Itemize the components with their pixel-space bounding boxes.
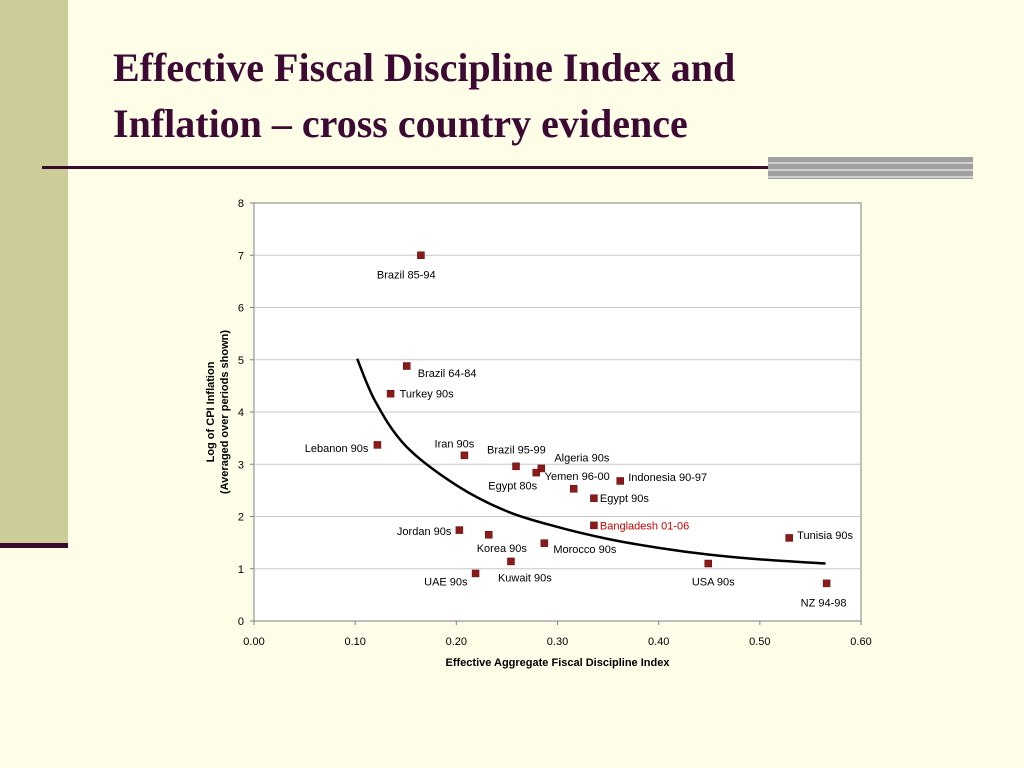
y-tick-label: 0: [238, 616, 244, 628]
y-tick-label: 5: [238, 355, 244, 367]
data-point-label: Korea 90s: [477, 543, 528, 555]
data-point-marker: [704, 559, 712, 568]
data-point-label: Egypt 90s: [600, 493, 649, 505]
data-point-label: Kuwait 90s: [498, 572, 552, 584]
y-tick-label: 3: [238, 459, 244, 471]
y-tick-label: 1: [238, 564, 244, 576]
y-tick-label: 6: [238, 303, 244, 315]
slide-title: Effective Fiscal Discipline Index and In…: [113, 40, 973, 152]
x-tick-label: 0.40: [648, 636, 669, 648]
data-point-label: Iran 90s: [435, 438, 475, 450]
left-decorative-bar: [0, 0, 68, 545]
x-tick-label: 0.00: [243, 636, 264, 648]
data-point-label: USA 90s: [692, 577, 735, 589]
slide-title-line1: Effective Fiscal Discipline Index and: [113, 45, 736, 90]
title-accent-bar: [768, 157, 973, 179]
x-tick-label: 0.20: [446, 636, 467, 648]
x-axis-label: Effective Aggregate Fiscal Discipline In…: [446, 657, 671, 669]
data-point-marker: [590, 521, 598, 530]
data-point-marker: [822, 579, 831, 588]
data-point-marker: [616, 477, 624, 485]
trend-curve: [356, 358, 826, 565]
data-point-label: Brazil 95-99: [487, 444, 546, 456]
data-point-marker: [460, 451, 469, 460]
data-point-marker: [455, 526, 464, 534]
data-point-marker: [532, 468, 541, 477]
y-tick-label: 8: [238, 198, 244, 210]
y-axis-label-line1: Log of CPI Inflation: [205, 361, 217, 462]
data-point-label: Brazil 85-94: [377, 269, 436, 281]
data-point-marker: [507, 557, 515, 566]
data-point-label: Tunisia 90s: [797, 530, 853, 542]
data-point-marker: [403, 362, 411, 370]
data-point-marker: [590, 494, 598, 502]
y-tick-label: 2: [238, 512, 244, 524]
left-bar-underline: [0, 543, 68, 548]
data-point-label: Turkey 90s: [400, 389, 455, 401]
x-tick-label: 0.30: [547, 636, 568, 648]
data-point-marker: [471, 569, 480, 578]
data-point-marker: [569, 485, 578, 493]
y-tick-label: 4: [238, 407, 244, 419]
slide-title-line2: Inflation – cross country evidence: [113, 101, 688, 146]
title-divider: [42, 166, 972, 169]
data-point-label: Yemen 96-00: [545, 471, 610, 483]
data-point-marker: [484, 531, 493, 539]
data-point-marker: [373, 441, 382, 449]
data-point-label: Algeria 90s: [554, 452, 610, 464]
data-point-marker: [512, 462, 520, 471]
data-point-label: Jordan 90s: [397, 526, 452, 538]
data-point-label: UAE 90s: [424, 576, 468, 588]
data-points: Brazil 85-94 Brazil 64-84 Turkey 90s Lebano…: [305, 251, 854, 609]
data-point-label: Morocco 90s: [553, 544, 616, 556]
x-tick-label: 0.50: [749, 636, 770, 648]
y-axis-label-line2: (Averaged over periods shown): [219, 330, 231, 494]
data-point-label: Brazil 64-84: [418, 368, 477, 380]
x-tick-label: 0.60: [850, 636, 871, 648]
y-axis-ticks: 0 1 2 3 4 5 6 7 8: [238, 198, 254, 628]
y-tick-label: 7: [238, 250, 244, 262]
data-point-marker: [417, 251, 425, 259]
data-point-marker: [386, 389, 395, 398]
data-point-marker: [540, 539, 549, 547]
x-axis-ticks: 0.00 0.10 0.20 0.30 0.40 0.50 0.60: [243, 621, 872, 648]
grid-lines: [254, 254, 861, 570]
data-point-label: Bangladesh 01-06: [600, 520, 689, 532]
data-point-marker: [785, 534, 793, 542]
x-tick-label: 0.10: [344, 636, 365, 648]
data-point-label: NZ 94-98: [801, 597, 847, 609]
data-point-marker: [537, 464, 546, 473]
data-point-label: Lebanon 90s: [305, 443, 369, 455]
data-point-label: Egypt 80s: [488, 481, 537, 493]
data-point-label: Indonesia 90-97: [628, 472, 707, 484]
